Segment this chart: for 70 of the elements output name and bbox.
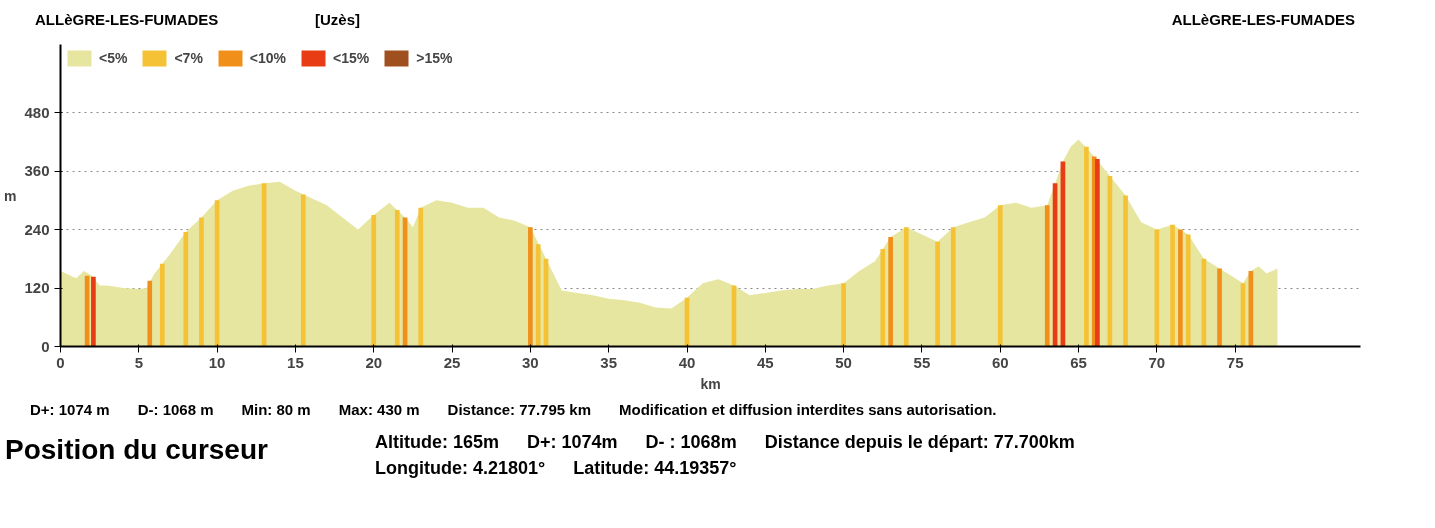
bar	[528, 227, 533, 347]
bar	[997, 205, 1003, 347]
legend-label: <10%	[249, 50, 287, 66]
bar	[147, 280, 153, 347]
y-tick-label: 240	[24, 220, 50, 238]
x-tick-label: 5	[134, 353, 143, 371]
bar	[300, 194, 306, 347]
text: D- : 1068m	[645, 432, 737, 453]
y-tick-label: 480	[24, 103, 50, 121]
x-tick-label: 40	[678, 353, 696, 371]
x-tick-label: 70	[1148, 353, 1166, 371]
text: Longitude: 4.21801°	[375, 458, 546, 479]
bar	[1185, 234, 1191, 347]
bar	[1084, 146, 1089, 347]
x-tick-label: 20	[365, 353, 383, 371]
x-tick-label: 15	[287, 353, 304, 371]
x-tick-label: 50	[835, 353, 852, 371]
text: ALLèGRE-LES-FUMADES	[1171, 10, 1355, 30]
x-tick-label: 25	[443, 353, 461, 371]
x-tick-label: 60	[991, 353, 1009, 371]
x-tick-label: 30	[522, 353, 539, 371]
y-tick-label: 360	[24, 162, 50, 180]
text: D+: 1074m	[527, 432, 618, 453]
bar	[1170, 224, 1175, 347]
bar	[91, 276, 96, 347]
y-axis-title: m	[4, 187, 17, 204]
x-tick-label: 45	[756, 353, 774, 371]
text: D-: 1068 m	[137, 401, 214, 418]
bar	[418, 207, 424, 347]
text: D+: 1074 m	[30, 401, 110, 418]
text: Distance: 77.795 km	[447, 401, 591, 418]
bar	[183, 232, 189, 347]
text: Position du curseur	[5, 434, 268, 466]
bar	[1217, 268, 1222, 347]
bar	[950, 227, 956, 347]
bar	[1123, 195, 1128, 347]
bar	[1095, 158, 1100, 347]
x-tick-label: 35	[600, 353, 618, 371]
text: Altitude: 165m	[375, 432, 500, 453]
bar	[880, 249, 886, 347]
bar	[1044, 205, 1050, 347]
x-axis-title: km	[700, 375, 721, 392]
bar	[535, 244, 541, 347]
text: Modification et diffusion interdites sans autorisation.	[619, 401, 997, 418]
bar	[394, 210, 400, 347]
bar	[903, 227, 909, 347]
bar	[199, 217, 204, 347]
bar	[1178, 229, 1183, 347]
text: ALLèGRE-LES-FUMADES	[35, 10, 219, 30]
x-tick-label: 65	[1070, 353, 1087, 371]
x-tick-label: 10	[208, 353, 226, 371]
text: Min: 80 m	[241, 401, 311, 418]
text: Latitude: 44.19357°	[573, 458, 737, 479]
text: [Uzès]	[315, 10, 361, 30]
text: Max: 430 m	[338, 401, 420, 418]
x-tick-label: 0	[56, 353, 65, 371]
text: Distance depuis le départ: 77.700km	[764, 432, 1075, 453]
bar	[841, 283, 846, 347]
bar	[935, 241, 940, 347]
legend-label: >15%	[416, 50, 453, 66]
legend-label: <15%	[333, 50, 370, 66]
legend-label: <7%	[174, 50, 203, 66]
y-tick-label: 120	[24, 279, 50, 297]
x-tick-label: 55	[913, 353, 931, 371]
bar	[888, 236, 893, 347]
x-tick-label: 75	[1226, 353, 1244, 371]
bar	[159, 263, 165, 347]
legend-label: <5%	[99, 50, 128, 66]
bar	[371, 214, 377, 347]
y-tick-label: 0	[41, 337, 50, 355]
